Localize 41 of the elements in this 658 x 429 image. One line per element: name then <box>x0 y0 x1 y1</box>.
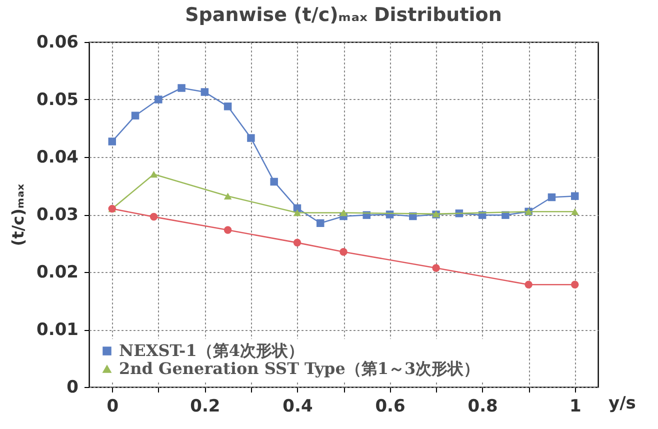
x-tick-label: 0 <box>106 396 119 416</box>
y-tick-label: 0.01 <box>36 320 78 340</box>
x-axis-title: y/s <box>608 394 636 414</box>
point <box>340 248 348 256</box>
point <box>224 192 232 200</box>
legend-label: NEXST-1（第4次形状） <box>119 341 304 360</box>
point <box>524 280 532 289</box>
point <box>247 134 255 142</box>
point <box>316 219 324 227</box>
point <box>570 280 579 289</box>
point <box>548 193 556 202</box>
x-tick-label: 1 <box>569 396 582 416</box>
point <box>340 209 348 216</box>
point <box>570 192 579 200</box>
y-tick-label: 0.06 <box>36 32 78 52</box>
y-tick-label: 0 <box>66 378 79 398</box>
chart-title: Spanwise (t/c)ₘₐₓ Distribution <box>185 4 502 26</box>
point <box>150 212 158 221</box>
x-tick-label: 0.8 <box>468 396 498 416</box>
point <box>570 208 579 215</box>
x-tick-label: 0.2 <box>190 396 220 416</box>
y-axis-title: (t/c)ₘₐₓ <box>8 184 28 246</box>
x-tick-label: 0.4 <box>282 396 313 416</box>
y-tick-label: 0.04 <box>36 148 79 168</box>
point <box>131 112 140 120</box>
y-tick-label: 0.03 <box>36 205 78 225</box>
point <box>293 238 302 247</box>
point <box>224 102 232 110</box>
legend-label: 2nd Generation SST Type（第1～3次形状） <box>119 359 480 378</box>
point <box>154 96 162 104</box>
point <box>178 84 186 92</box>
point <box>270 178 278 186</box>
point <box>293 209 302 216</box>
y-tick-label: 0.05 <box>36 90 78 110</box>
point <box>432 264 440 272</box>
point <box>200 88 209 96</box>
point <box>150 170 158 178</box>
point <box>108 138 116 146</box>
x-tick-label: 0.6 <box>375 396 406 416</box>
point <box>224 226 232 234</box>
y-tick-label: 0.02 <box>36 262 78 282</box>
